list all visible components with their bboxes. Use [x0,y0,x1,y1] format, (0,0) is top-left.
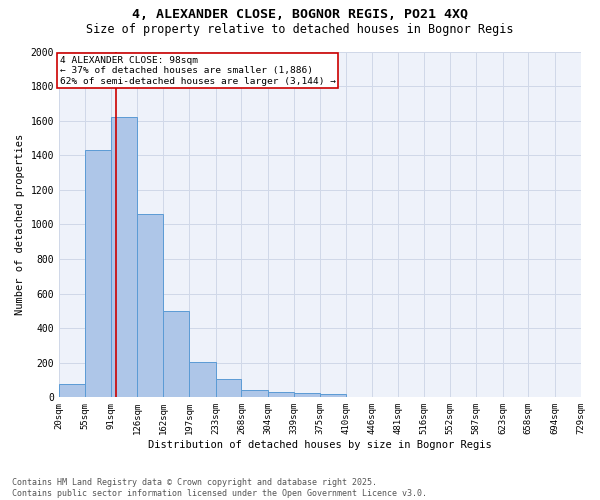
Bar [293,393,320,398]
Text: 4, ALEXANDER CLOSE, BOGNOR REGIS, PO21 4XQ: 4, ALEXANDER CLOSE, BOGNOR REGIS, PO21 4… [132,8,468,20]
Bar [85,150,111,398]
X-axis label: Distribution of detached houses by size in Bognor Regis: Distribution of detached houses by size … [148,440,491,450]
Bar [189,362,215,398]
Bar [137,214,163,398]
Bar [320,394,346,398]
Bar [215,379,241,398]
Text: Size of property relative to detached houses in Bognor Regis: Size of property relative to detached ho… [86,22,514,36]
Text: 4 ALEXANDER CLOSE: 98sqm
← 37% of detached houses are smaller (1,886)
62% of sem: 4 ALEXANDER CLOSE: 98sqm ← 37% of detach… [59,56,335,86]
Bar [59,384,85,398]
Bar [111,117,137,398]
Bar [268,392,293,398]
Bar [241,390,268,398]
Y-axis label: Number of detached properties: Number of detached properties [15,134,25,315]
Bar [163,311,189,398]
Text: Contains HM Land Registry data © Crown copyright and database right 2025.
Contai: Contains HM Land Registry data © Crown c… [12,478,427,498]
